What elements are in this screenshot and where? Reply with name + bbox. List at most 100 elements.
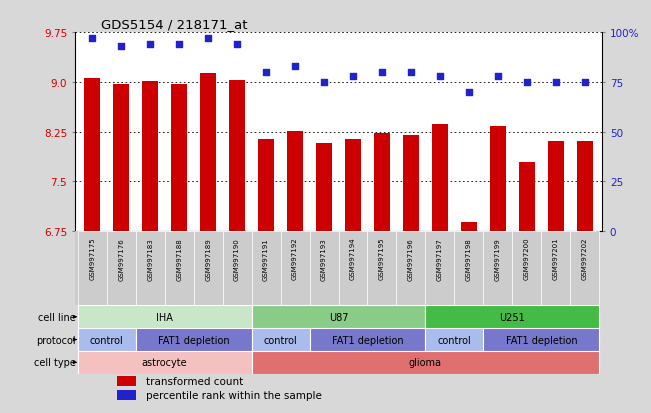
Bar xyxy=(117,390,135,399)
Bar xyxy=(339,231,368,306)
Point xyxy=(174,42,184,48)
Bar xyxy=(426,231,454,306)
Point xyxy=(579,79,590,86)
Bar xyxy=(200,74,216,231)
Text: FAT1 depletion: FAT1 depletion xyxy=(506,335,577,345)
Text: transformed count: transformed count xyxy=(146,376,243,386)
Bar xyxy=(135,231,165,306)
Bar xyxy=(374,134,390,231)
Bar xyxy=(577,142,593,231)
Bar xyxy=(117,376,135,386)
Bar xyxy=(570,231,600,306)
Bar xyxy=(403,135,419,231)
Point xyxy=(521,79,532,86)
Text: astrocyte: astrocyte xyxy=(142,357,187,367)
Bar xyxy=(309,231,339,306)
Text: GSM997189: GSM997189 xyxy=(205,237,211,280)
Bar xyxy=(193,231,223,306)
Bar xyxy=(426,328,484,351)
Text: GSM997176: GSM997176 xyxy=(118,237,124,280)
Bar xyxy=(171,85,187,231)
Bar xyxy=(251,306,426,328)
Point xyxy=(319,79,329,86)
Point xyxy=(493,74,503,80)
Text: protocol: protocol xyxy=(36,335,76,345)
Bar xyxy=(165,231,193,306)
Bar xyxy=(426,306,600,328)
Text: GSM997202: GSM997202 xyxy=(582,237,588,280)
Point xyxy=(87,36,98,42)
Text: GSM997197: GSM997197 xyxy=(437,237,443,280)
Point xyxy=(232,42,242,48)
Point xyxy=(435,74,445,80)
Bar xyxy=(512,231,542,306)
Text: GSM997188: GSM997188 xyxy=(176,237,182,280)
Text: GSM997190: GSM997190 xyxy=(234,237,240,280)
Bar xyxy=(316,143,332,231)
Bar xyxy=(519,163,535,231)
Point xyxy=(116,44,126,50)
Text: control: control xyxy=(264,335,298,345)
Bar xyxy=(77,351,251,374)
Bar xyxy=(113,85,129,231)
Text: cell line: cell line xyxy=(38,312,76,322)
Bar xyxy=(542,231,570,306)
Bar xyxy=(454,231,484,306)
Text: GSM997193: GSM997193 xyxy=(321,237,327,280)
Bar xyxy=(432,125,448,231)
Point xyxy=(406,69,416,76)
Bar xyxy=(229,81,245,231)
Bar xyxy=(396,231,426,306)
Text: GSM997175: GSM997175 xyxy=(89,237,95,280)
Bar xyxy=(548,141,564,231)
Text: GSM997192: GSM997192 xyxy=(292,237,298,280)
Bar xyxy=(84,78,100,231)
Text: U251: U251 xyxy=(499,312,525,322)
Text: U87: U87 xyxy=(329,312,348,322)
Bar xyxy=(484,231,512,306)
Bar xyxy=(484,328,600,351)
Text: cell type: cell type xyxy=(34,357,76,367)
Bar xyxy=(345,140,361,231)
Point xyxy=(464,89,474,96)
Point xyxy=(290,64,300,70)
Bar xyxy=(77,231,107,306)
Point xyxy=(348,74,358,80)
Text: GSM997201: GSM997201 xyxy=(553,237,559,280)
Bar xyxy=(142,82,158,231)
Point xyxy=(377,69,387,76)
Point xyxy=(261,69,271,76)
Text: GDS5154 / 218171_at: GDS5154 / 218171_at xyxy=(102,17,248,31)
Bar xyxy=(368,231,396,306)
Text: GSM997194: GSM997194 xyxy=(350,237,356,280)
Text: GSM997198: GSM997198 xyxy=(466,237,472,280)
Point xyxy=(551,79,561,86)
Bar xyxy=(107,231,135,306)
Text: IHA: IHA xyxy=(156,312,173,322)
Text: control: control xyxy=(90,335,124,345)
Point xyxy=(203,36,214,42)
Bar xyxy=(258,140,274,231)
Text: percentile rank within the sample: percentile rank within the sample xyxy=(146,390,322,400)
Text: GSM997196: GSM997196 xyxy=(408,237,414,280)
Text: GSM997195: GSM997195 xyxy=(379,237,385,280)
Bar xyxy=(251,351,600,374)
Text: FAT1 depletion: FAT1 depletion xyxy=(158,335,229,345)
Bar xyxy=(77,306,251,328)
Text: GSM997191: GSM997191 xyxy=(263,237,269,280)
Bar xyxy=(490,127,506,231)
Text: GSM997199: GSM997199 xyxy=(495,237,501,280)
Text: GSM997183: GSM997183 xyxy=(147,237,153,280)
Text: control: control xyxy=(437,335,471,345)
Bar xyxy=(251,231,281,306)
Bar xyxy=(281,231,309,306)
Text: glioma: glioma xyxy=(409,357,442,367)
Bar xyxy=(287,131,303,231)
Bar xyxy=(251,328,309,351)
Text: FAT1 depletion: FAT1 depletion xyxy=(331,335,404,345)
Bar xyxy=(135,328,251,351)
Bar xyxy=(461,223,477,231)
Text: GSM997200: GSM997200 xyxy=(524,237,530,280)
Bar xyxy=(77,328,135,351)
Point xyxy=(145,42,156,48)
